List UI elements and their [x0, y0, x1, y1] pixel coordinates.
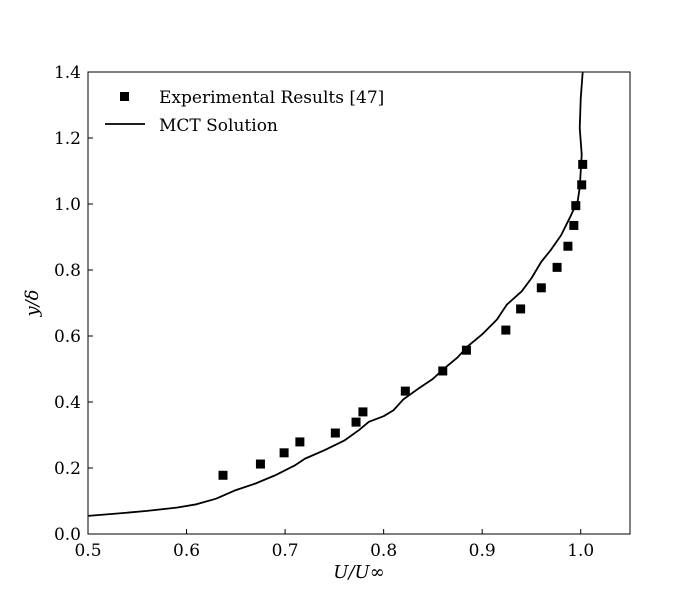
- plot-frame: [87, 71, 631, 535]
- experimental-point-10: [461, 345, 471, 355]
- experimental-point-13: [536, 283, 546, 293]
- y-tick-label-1.2: 1.2: [54, 129, 81, 149]
- experimental-point-4: [295, 437, 305, 447]
- experimental-point-14: [552, 262, 562, 272]
- x-tick-label-0.6: 0.6: [173, 541, 200, 561]
- x-tick-label-0.8: 0.8: [370, 541, 397, 561]
- x-tick-label-0.5: 0.5: [74, 541, 101, 561]
- x-tick-label-1.0: 1.0: [567, 541, 594, 561]
- y-axis-label: y/δ: [22, 289, 43, 317]
- experimental-point-19: [578, 159, 588, 169]
- y-tick-label-0.2: 0.2: [54, 459, 81, 479]
- experimental-point-16: [569, 220, 579, 230]
- legend: Experimental Results [47] MCT Solution: [105, 88, 384, 136]
- experimental-point-15: [563, 241, 573, 251]
- experimental-point-9: [438, 366, 448, 376]
- experimental-point-8: [400, 386, 410, 396]
- experimental-point-11: [501, 325, 511, 335]
- y-tick-label-1.0: 1.0: [54, 195, 81, 215]
- axis-ticks: 0.5 0.6 0.7 0.8 0.9 1.0 0.0 0.2 0.4 0.6 0.8 1.0 1.2 1…: [54, 63, 594, 561]
- experimental-point-5: [330, 428, 340, 438]
- experimental-point-18: [577, 180, 587, 190]
- x-tick-label-0.7: 0.7: [272, 541, 299, 561]
- experimental-point-12: [516, 304, 526, 314]
- experimental-point-1: [218, 470, 228, 480]
- experimental-point-17: [571, 201, 581, 211]
- y-tick-label-1.4: 1.4: [54, 63, 81, 83]
- plot-area: [88, 72, 588, 517]
- x-axis-label: U/U∞: [333, 562, 384, 583]
- legend-marker-experimental: [120, 92, 129, 101]
- x-tick-label-0.9: 0.9: [469, 541, 496, 561]
- experimental-point-2: [255, 459, 265, 469]
- y-tick-label-0.0: 0.0: [54, 525, 81, 545]
- legend-label-experimental: Experimental Results [47]: [159, 88, 384, 108]
- y-tick-label-0.4: 0.4: [54, 393, 81, 413]
- experimental-point-3: [279, 448, 289, 458]
- experimental-point-7: [358, 407, 368, 417]
- y-tick-label-0.6: 0.6: [54, 327, 81, 347]
- legend-label-mct: MCT Solution: [159, 116, 278, 136]
- experimental-point-6: [351, 417, 361, 427]
- y-tick-label-0.8: 0.8: [54, 261, 81, 281]
